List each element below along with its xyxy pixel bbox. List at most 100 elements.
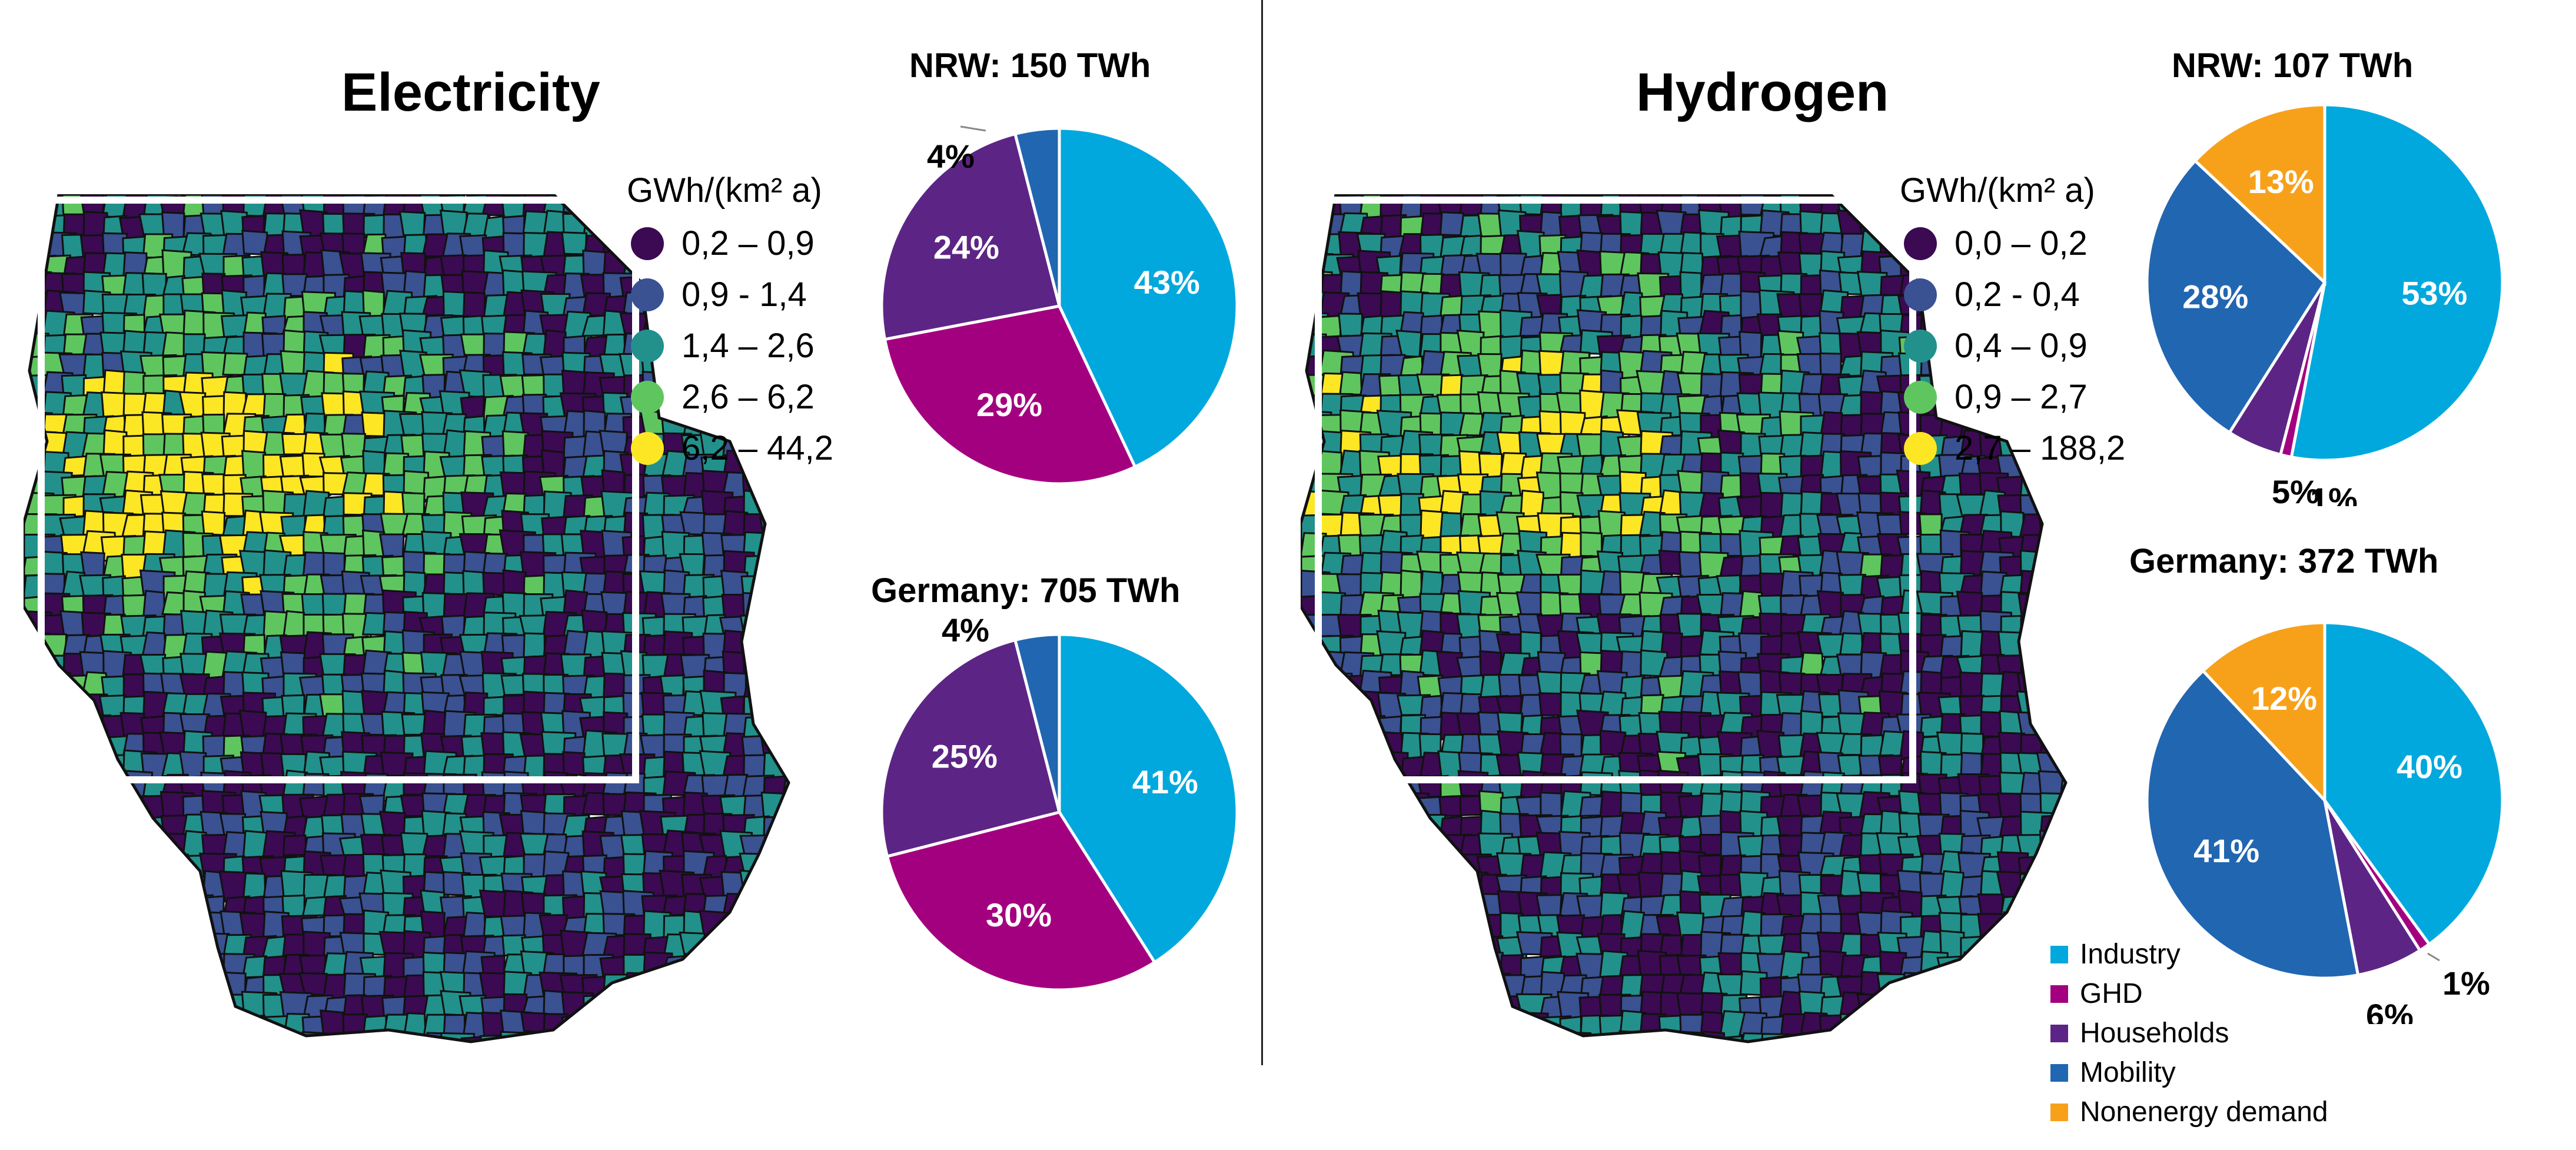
category-legend-item: Households [2050, 1013, 2328, 1053]
district-polygon [2017, 711, 2049, 737]
district-polygon [1379, 889, 1407, 918]
district-polygon [1318, 974, 1352, 1006]
pie-slice-label: 29% [976, 386, 1042, 423]
district-polygon [1359, 952, 1385, 980]
district-polygon [1458, 915, 1487, 945]
district-polygon [2058, 634, 2066, 666]
legend-dot [1904, 227, 1937, 260]
district-polygon [460, 1035, 488, 1042]
district-polygon [142, 872, 172, 909]
district-polygon [1339, 834, 1365, 864]
legend-label: 0,9 - 1,4 [682, 275, 807, 314]
district-polygon [1356, 895, 1394, 926]
district-polygon [2057, 553, 2066, 588]
district-polygon [1301, 1030, 1323, 1042]
district-polygon [762, 654, 789, 678]
district-polygon [201, 1009, 230, 1039]
district-polygon [1339, 912, 1374, 943]
district-polygon [1319, 875, 1344, 900]
district-polygon [2019, 891, 2053, 920]
legend-item: 2,7 – 188,2 [1904, 423, 2125, 474]
district-polygon [1417, 873, 1447, 896]
district-polygon [762, 470, 789, 498]
district-polygon [81, 832, 111, 862]
district-polygon [82, 1010, 112, 1042]
district-polygon [1360, 849, 1390, 883]
district-polygon [2020, 615, 2052, 638]
district-polygon [1459, 975, 1486, 1006]
country-border [24, 194, 790, 1043]
district-polygon [583, 994, 607, 1028]
district-polygon [762, 951, 789, 976]
district-polygon [740, 933, 774, 958]
district-polygon [783, 492, 789, 527]
pie-slice-industry [1058, 127, 1239, 469]
district-polygon [2019, 915, 2053, 944]
district-polygon [1360, 1034, 1394, 1042]
district-polygon [762, 932, 789, 967]
district-polygon [159, 954, 196, 989]
district-polygon [182, 914, 211, 948]
district-polygon [1377, 953, 1404, 986]
country-border [1301, 194, 2068, 1043]
district-polygon [1398, 955, 1430, 981]
district-polygon [2037, 473, 2066, 500]
district-polygon [61, 710, 89, 746]
district-polygon [1418, 991, 1444, 1023]
district-polygon [1399, 830, 1424, 857]
district-polygon [2056, 673, 2066, 702]
district-polygon [741, 991, 769, 1027]
district-polygon [1919, 994, 1950, 1016]
district-polygon [1698, 814, 1724, 837]
district-polygon [1456, 934, 1483, 968]
district-polygon [100, 930, 125, 966]
district-polygon [1317, 934, 1347, 963]
district-polygon [762, 835, 789, 859]
district-polygon [1939, 1035, 1968, 1042]
district-polygon [1478, 1033, 1511, 1042]
district-polygon [1699, 1011, 1724, 1042]
district-polygon [24, 935, 49, 968]
district-polygon [1916, 1031, 1947, 1042]
district-polygon [1415, 831, 1444, 868]
district-polygon [1317, 734, 1353, 768]
district-polygon [118, 1031, 145, 1042]
electricity-map-legend: 0,2 – 0,9 0,9 - 1,4 1,4 – 2,6 2,6 – 6,2 … [631, 218, 833, 474]
pie-slice-label: 12% [2251, 680, 2317, 717]
district-polygon [62, 770, 92, 799]
district-polygon [2037, 534, 2062, 558]
district-polygon [1839, 632, 1864, 656]
district-polygon [1959, 970, 1984, 1001]
electricity-title: Electricity [341, 62, 600, 122]
district-polygon [101, 972, 128, 1002]
district-polygon [122, 914, 148, 937]
district-polygon [722, 914, 755, 940]
district-polygon [662, 1013, 686, 1042]
district-polygon [81, 870, 107, 899]
district-polygon [1301, 990, 1333, 1028]
district-polygon [1338, 1012, 1368, 1036]
pie-slice-label: 24% [933, 229, 999, 266]
district-polygon [1419, 850, 1450, 884]
pie-slice-label: 1% [2310, 481, 2358, 506]
district-polygon [1857, 1011, 1893, 1038]
district-polygon [2000, 1034, 2029, 1042]
district-polygon [24, 992, 54, 1018]
district-polygon [161, 992, 192, 1024]
district-polygon [2059, 793, 2066, 824]
district-polygon [282, 933, 306, 956]
district-polygon [1660, 1033, 1694, 1042]
district-polygon [1358, 835, 1392, 857]
district-polygon [42, 855, 72, 888]
district-polygon [1917, 972, 1945, 999]
district-polygon [361, 411, 387, 437]
district-polygon [62, 815, 98, 848]
district-polygon [2017, 1035, 2046, 1042]
district-polygon [1318, 995, 1351, 1017]
district-polygon [1936, 955, 1969, 979]
district-polygon [761, 1015, 789, 1041]
district-polygon [121, 953, 156, 984]
district-polygon [1301, 892, 1323, 923]
pie-slice-mobility [1013, 127, 1061, 307]
district-polygon [762, 672, 789, 700]
